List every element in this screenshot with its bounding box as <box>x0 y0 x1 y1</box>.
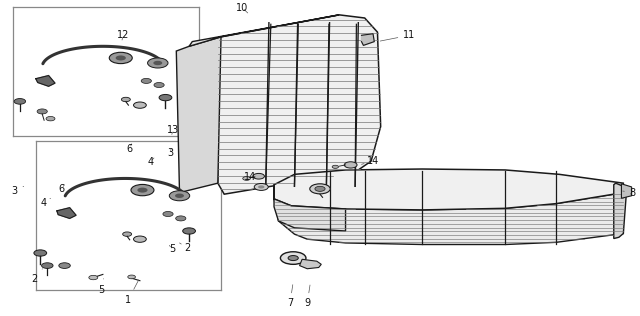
Circle shape <box>170 191 189 201</box>
Circle shape <box>131 185 154 196</box>
Polygon shape <box>57 208 76 218</box>
Circle shape <box>310 184 330 194</box>
Circle shape <box>59 263 70 268</box>
Text: 9: 9 <box>304 285 310 308</box>
Circle shape <box>288 256 298 261</box>
Text: 1: 1 <box>125 280 139 305</box>
Text: 14: 14 <box>362 156 379 166</box>
Polygon shape <box>300 259 321 269</box>
Text: 14: 14 <box>244 172 256 182</box>
Text: 13: 13 <box>167 125 179 135</box>
Text: 5: 5 <box>169 244 175 254</box>
Circle shape <box>175 194 184 198</box>
Text: 6: 6 <box>58 184 65 193</box>
Circle shape <box>182 228 195 234</box>
Polygon shape <box>274 193 623 245</box>
Polygon shape <box>274 185 346 231</box>
Polygon shape <box>274 169 623 210</box>
Circle shape <box>141 78 152 83</box>
Circle shape <box>148 58 168 68</box>
Text: 5: 5 <box>99 279 105 295</box>
Polygon shape <box>362 34 374 46</box>
Circle shape <box>122 97 131 102</box>
Circle shape <box>175 216 186 221</box>
Text: 12: 12 <box>117 30 129 40</box>
Polygon shape <box>189 15 339 46</box>
Circle shape <box>315 186 325 191</box>
Circle shape <box>14 99 26 104</box>
Text: 10: 10 <box>236 3 248 13</box>
Circle shape <box>159 94 172 101</box>
Text: 2: 2 <box>31 269 42 284</box>
Circle shape <box>154 61 163 65</box>
Text: 3: 3 <box>12 186 24 196</box>
Text: 6: 6 <box>127 143 132 154</box>
Text: 7: 7 <box>287 285 293 308</box>
Circle shape <box>154 82 164 88</box>
Polygon shape <box>218 15 381 194</box>
Circle shape <box>280 252 306 264</box>
Circle shape <box>128 275 136 279</box>
Circle shape <box>42 263 53 268</box>
Polygon shape <box>621 184 632 198</box>
Circle shape <box>258 185 264 189</box>
Text: 8: 8 <box>623 188 636 198</box>
Circle shape <box>344 162 357 168</box>
Text: 4: 4 <box>41 198 51 208</box>
Circle shape <box>46 117 55 121</box>
Circle shape <box>109 52 132 64</box>
Circle shape <box>254 184 268 191</box>
Circle shape <box>123 232 132 236</box>
Circle shape <box>163 211 173 216</box>
Circle shape <box>253 173 264 179</box>
Circle shape <box>134 236 147 242</box>
Text: 11: 11 <box>380 30 415 41</box>
Polygon shape <box>176 37 221 193</box>
Circle shape <box>332 165 339 168</box>
Circle shape <box>243 177 250 180</box>
Text: 4: 4 <box>147 157 154 167</box>
Text: 2: 2 <box>179 243 190 253</box>
Circle shape <box>34 250 47 256</box>
Circle shape <box>138 188 148 193</box>
Circle shape <box>89 275 98 280</box>
Circle shape <box>37 109 47 114</box>
Circle shape <box>134 102 147 108</box>
Text: 3: 3 <box>167 148 173 158</box>
Polygon shape <box>36 76 55 86</box>
Circle shape <box>116 55 126 60</box>
Polygon shape <box>614 183 627 239</box>
